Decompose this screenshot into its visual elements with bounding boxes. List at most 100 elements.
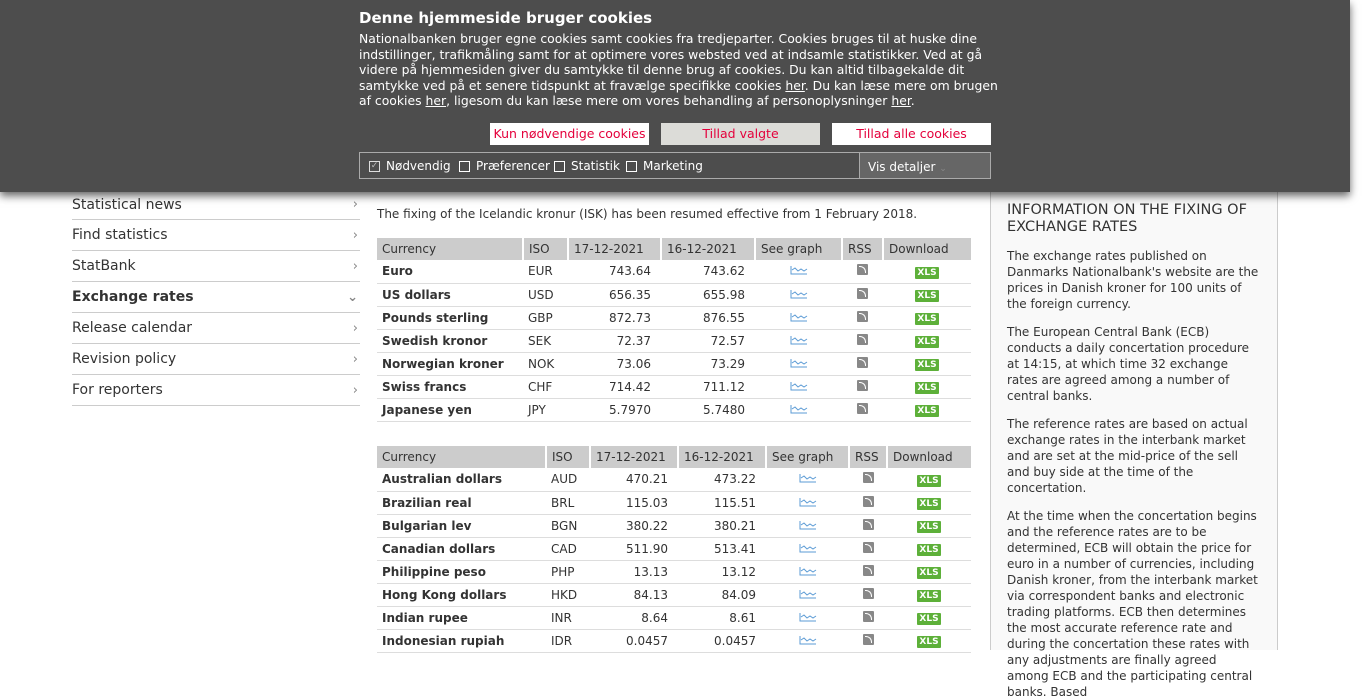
rate-current: 8.64 xyxy=(590,606,678,630)
xls-download-button[interactable]: XLS xyxy=(915,359,939,371)
xls-download-button[interactable]: XLS xyxy=(917,590,941,602)
option-statistics[interactable]: Statistik xyxy=(554,159,620,173)
checkbox-icon[interactable] xyxy=(459,160,470,172)
graph-icon[interactable] xyxy=(790,404,808,414)
allow-selected-button[interactable]: Tillad valgte xyxy=(661,123,820,145)
rss-icon[interactable] xyxy=(857,264,868,276)
graph-icon[interactable] xyxy=(799,473,817,483)
graph-icon[interactable] xyxy=(790,312,808,322)
graph-icon[interactable] xyxy=(790,358,808,368)
rate-current: 73.06 xyxy=(568,352,661,376)
graph-icon[interactable] xyxy=(790,335,808,345)
rate-previous: 876.55 xyxy=(661,306,755,330)
rate-previous: 711.12 xyxy=(661,375,755,399)
option-preferences[interactable]: Præferencer xyxy=(459,159,550,173)
rss-icon[interactable] xyxy=(862,610,874,622)
rss-icon[interactable] xyxy=(857,356,868,368)
rate-current: 872.73 xyxy=(568,306,661,330)
graph-icon[interactable] xyxy=(790,289,808,299)
currency-name: Indonesian rupiah xyxy=(377,629,546,653)
table-row: US dollars USD 656.35 655.98 XLS xyxy=(377,283,971,307)
graph-icon[interactable] xyxy=(799,543,817,553)
rss-icon[interactable] xyxy=(862,564,874,576)
exchange-rates-table-other: Currency ISO 17-12-2021 16-12-2021 See graph… xyxy=(377,446,971,653)
currency-name: Philippine peso xyxy=(377,560,546,584)
rss-icon[interactable] xyxy=(862,633,874,645)
iso-code: INR xyxy=(546,606,590,630)
xls-download-button[interactable]: XLS xyxy=(915,266,939,279)
graph-icon[interactable] xyxy=(790,265,808,275)
graph-icon[interactable] xyxy=(790,381,808,391)
graph-icon[interactable] xyxy=(799,520,817,530)
rate-current: 115.03 xyxy=(590,491,678,515)
currency-name: Japanese yen xyxy=(377,398,523,422)
cookie-link-settings[interactable]: her xyxy=(785,77,805,93)
rss-icon[interactable] xyxy=(862,495,874,507)
iso-code: BGN xyxy=(546,514,590,538)
nav-label: Exchange rates xyxy=(72,289,194,305)
rss-icon[interactable] xyxy=(857,333,868,345)
cookie-link-policy[interactable]: her xyxy=(425,93,447,109)
rate-current: 0.0457 xyxy=(590,629,678,653)
necessary-cookies-button[interactable]: Kun nødvendige cookies xyxy=(490,123,649,145)
rss-icon[interactable] xyxy=(857,310,868,322)
option-marketing[interactable]: Marketing xyxy=(626,159,703,173)
graph-icon[interactable] xyxy=(799,635,817,645)
rss-icon[interactable] xyxy=(862,472,874,484)
nav-item[interactable]: StatBank › xyxy=(72,251,360,282)
xls-download-button[interactable]: XLS xyxy=(917,613,941,625)
info-paragraph: The European Central Bank (ECB) conducts… xyxy=(1007,325,1250,403)
iso-code: JPY xyxy=(523,398,568,422)
rate-current: 470.21 xyxy=(590,468,678,492)
currency-name: Canadian dollars xyxy=(377,537,546,561)
xls-download-button[interactable]: XLS xyxy=(917,498,941,510)
nav-item[interactable]: Revision policy › xyxy=(72,344,360,375)
show-details-button[interactable]: Vis detaljer ⌄ xyxy=(859,153,990,178)
xls-download-button[interactable]: XLS xyxy=(915,336,939,348)
rate-current: 13.13 xyxy=(590,560,678,584)
iso-code: NOK xyxy=(523,352,568,376)
rss-icon[interactable] xyxy=(862,541,874,553)
allow-all-button[interactable]: Tillad alle cookies xyxy=(832,123,991,145)
rss-icon[interactable] xyxy=(862,587,874,599)
rate-previous: 115.51 xyxy=(678,491,766,515)
currency-name: Euro xyxy=(377,260,523,284)
rss-icon[interactable] xyxy=(862,518,874,530)
xls-download-button[interactable]: XLS xyxy=(917,521,941,533)
xls-download-button[interactable]: XLS xyxy=(915,290,939,302)
nav-item[interactable]: Release calendar › xyxy=(72,313,360,344)
xls-download-button[interactable]: XLS xyxy=(917,544,941,556)
checkbox-checked-icon[interactable]: ✓ xyxy=(369,160,380,172)
chevron-down-icon: ⌄ xyxy=(347,289,358,305)
rss-icon[interactable] xyxy=(857,379,868,391)
xls-download-button[interactable]: XLS xyxy=(915,313,939,325)
sidebar-nav: Statistical news › Find statistics › StatBan… xyxy=(72,190,360,406)
rss-icon[interactable] xyxy=(857,287,868,299)
option-necessary[interactable]: ✓ Nødvendig xyxy=(369,159,451,173)
xls-download-button[interactable]: XLS xyxy=(915,382,939,394)
checkbox-icon[interactable] xyxy=(554,160,565,172)
nav-item[interactable]: Statistical news › xyxy=(72,190,360,220)
checkbox-icon[interactable] xyxy=(626,160,637,172)
nav-item[interactable]: Find statistics › xyxy=(72,220,360,251)
iso-code: IDR xyxy=(546,629,590,653)
info-paragraph: The reference rates are based on actual … xyxy=(1007,417,1248,495)
xls-download-button[interactable]: XLS xyxy=(917,567,941,579)
iso-code: HKD xyxy=(546,583,590,607)
graph-icon[interactable] xyxy=(799,497,817,507)
currency-name: Norwegian kroner xyxy=(377,352,523,376)
info-panel: INFORMATION ON THE FIXING OF EXCHANGE RA… xyxy=(990,190,1278,699)
nav-item[interactable]: For reporters › xyxy=(72,375,360,406)
graph-icon[interactable] xyxy=(799,566,817,576)
xls-download-button[interactable]: XLS xyxy=(917,636,941,648)
cookie-link-privacy[interactable]: her xyxy=(891,93,911,109)
graph-icon[interactable] xyxy=(799,612,817,622)
nav-item[interactable]: Exchange rates ⌄ xyxy=(72,282,360,313)
chevron-right-icon: › xyxy=(352,227,358,243)
xls-download-button[interactable]: XLS xyxy=(917,474,941,487)
xls-download-button[interactable]: XLS xyxy=(915,405,939,417)
graph-icon[interactable] xyxy=(799,589,817,599)
rss-icon[interactable] xyxy=(857,402,868,414)
column-header: RSS xyxy=(841,238,883,260)
cookie-title: Denne hjemmeside bruger cookies xyxy=(359,9,653,27)
